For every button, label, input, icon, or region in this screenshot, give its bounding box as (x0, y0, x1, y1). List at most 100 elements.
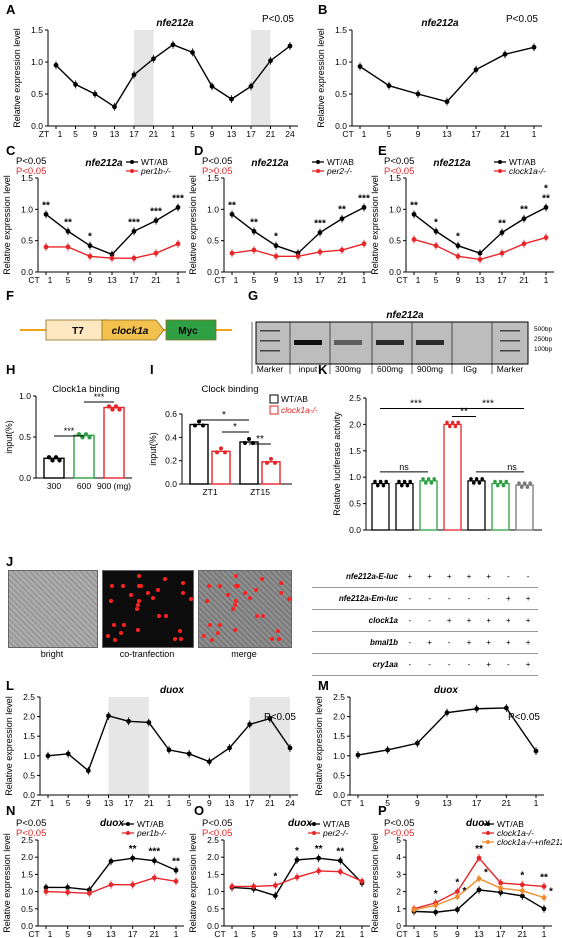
data-point (227, 745, 232, 751)
x-tick-label: 1 (48, 275, 53, 285)
data-point (248, 83, 254, 89)
x-tick-label: 17 (314, 929, 324, 938)
replicate-dot (528, 481, 532, 485)
data-point (273, 243, 279, 249)
data-point (385, 747, 391, 753)
replicate-dot (456, 420, 461, 425)
x-tick-label: 5 (433, 929, 438, 938)
construct-row: clock1a - - + + + + + (312, 609, 538, 632)
x-tick-label: 21 (151, 275, 161, 285)
x-tick-label: 9 (416, 129, 421, 139)
significance-star: ** (336, 847, 344, 858)
chart-title: nfe212a (421, 18, 459, 29)
x-tick-label: 21 (337, 275, 347, 285)
bar (43, 457, 65, 479)
data-point (131, 228, 137, 234)
y-tick-label: 0.0 (389, 267, 401, 277)
legend-marker (498, 160, 502, 164)
dark-phase-shade (134, 30, 154, 126)
bar (395, 482, 414, 531)
y-tick-label: 0 (396, 921, 401, 931)
significance-star: ** (228, 200, 236, 211)
data-point (477, 257, 483, 262)
cell-spot (233, 603, 238, 608)
construct-cell: + (459, 631, 479, 654)
y-tick-label: 1.0 (21, 887, 33, 897)
cell-spot (178, 629, 183, 634)
p-value-wt: P<0.05 (384, 156, 414, 167)
data-point (433, 909, 439, 915)
cell-spot (188, 597, 193, 602)
x-tick-label: 21 (149, 129, 159, 139)
construct-cell: - (498, 566, 519, 588)
gel-band (376, 340, 404, 345)
data-point (499, 250, 505, 256)
x-tick-label: 9 (456, 275, 461, 285)
panel-letter: E (378, 143, 387, 158)
cell-spot (136, 627, 141, 632)
x-tick-label: 5 (387, 129, 392, 139)
data-point (476, 876, 482, 882)
bar (103, 406, 125, 479)
construct-row: nfe212a-Em-luc - - - - - + + (312, 587, 538, 610)
data-point (175, 241, 181, 247)
replicate-dot (504, 479, 509, 484)
x-tick-label: 21 (518, 929, 528, 938)
replicate-dot (522, 481, 527, 485)
ladder-band (260, 330, 280, 332)
y-tick-label: 2.0 (21, 852, 33, 862)
replicate-dot (448, 424, 452, 429)
cell-spot (206, 583, 211, 588)
significance-star: ** (540, 872, 548, 883)
x-tick-label: 300 (47, 481, 61, 491)
lane-label: input (299, 364, 318, 374)
y-tick-label: 1.0 (23, 751, 35, 761)
construct-label: clock1a (312, 609, 400, 632)
construct-label: bmal1b (312, 631, 400, 654)
replicate-dot (450, 420, 455, 425)
y-tick-label: 0.0 (21, 921, 33, 931)
replicate-dot (76, 432, 82, 437)
construct-cell: + (478, 631, 499, 654)
data-point (85, 768, 91, 774)
replicate-dot (113, 404, 119, 409)
legend-marker (486, 840, 490, 844)
construct-box (165, 319, 217, 341)
y-tick-label: 0.0 (349, 525, 361, 535)
x-tick-label: 17 (496, 929, 506, 938)
cell-spot (276, 629, 281, 634)
data-point (295, 253, 301, 259)
panel-letter: P (378, 803, 387, 818)
x-tick-label: 1 (58, 129, 63, 139)
y-axis-label: Relative expression level (2, 175, 12, 275)
y-tick-label: 0.0 (21, 267, 33, 277)
data-point (106, 713, 111, 719)
data-point (170, 42, 176, 48)
bar (515, 484, 534, 531)
cell-spot (208, 623, 213, 628)
cell-spot (136, 603, 141, 608)
replicate-dot (517, 481, 521, 485)
y-tick-label: 0.5 (335, 89, 347, 99)
y-tick-label: 1.5 (23, 731, 35, 741)
cell-spot (156, 587, 161, 592)
x-tick-label: 17 (245, 798, 255, 808)
x-tick-label: 900 (mg) (97, 481, 131, 491)
significance-star: ** (129, 844, 137, 855)
bar (467, 480, 486, 531)
legend-label: per2-/- (326, 166, 352, 176)
data-point (112, 104, 117, 110)
cell-spot (270, 637, 275, 642)
replicate-dot (493, 479, 497, 484)
data-point (229, 96, 234, 102)
panel-letter: K (318, 362, 328, 377)
data-point (455, 243, 461, 249)
replicate-dot (469, 477, 473, 481)
data-point (454, 894, 460, 900)
construct-cell: + (459, 609, 479, 632)
data-point (229, 211, 235, 217)
x-tick-label: 5 (66, 275, 71, 285)
series-line (413, 856, 545, 910)
ladder-band (500, 350, 520, 352)
x-tick-label: 1 (544, 275, 549, 285)
